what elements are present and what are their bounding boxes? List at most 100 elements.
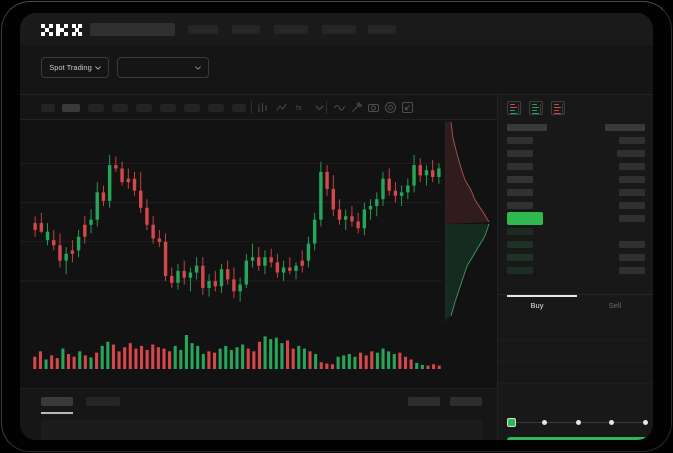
- order-amount-slider[interactable]: [507, 417, 648, 427]
- order-book-icon-bar: [554, 107, 561, 109]
- order-book-last-price-row[interactable]: [498, 212, 653, 225]
- order-book-price-cell: [507, 150, 533, 157]
- timeframe-button-8[interactable]: [208, 104, 224, 112]
- wave-indicator-icon[interactable]: [333, 101, 346, 114]
- slider-stop-100[interactable]: [642, 419, 648, 425]
- order-book-icon-bar: [510, 110, 515, 112]
- order-book-amount-cell: [619, 267, 645, 274]
- toolbar-divider: [326, 101, 327, 114]
- order-book-panel: Buy Sell: [497, 95, 653, 440]
- candlestick-chart-icon[interactable]: [256, 101, 269, 114]
- orderbook-view-both-icon[interactable]: [507, 101, 521, 115]
- order-book-row[interactable]: [498, 186, 653, 199]
- order-book-header-amount: [605, 124, 645, 131]
- chevron-down-icon[interactable]: [313, 101, 326, 114]
- order-amount-field[interactable]: [498, 341, 653, 362]
- order-book-price-cell: [507, 241, 533, 248]
- nav-item-1[interactable]: [188, 25, 218, 34]
- nav-search-input[interactable]: [90, 23, 175, 36]
- order-book-icon-bar: [532, 107, 539, 109]
- tab-sell[interactable]: Sell: [608, 301, 622, 310]
- order-book-row[interactable]: [498, 199, 653, 212]
- order-book-row[interactable]: [498, 238, 653, 251]
- fullscreen-icon[interactable]: [401, 101, 414, 114]
- order-book-icon-divider: [540, 104, 542, 114]
- slider-stop-50[interactable]: [575, 419, 581, 425]
- timeframe-button-4[interactable]: [112, 104, 128, 112]
- order-form-tabs: Buy Sell: [498, 294, 653, 319]
- toolbar-divider: [251, 101, 252, 114]
- nav-item-3[interactable]: [274, 25, 308, 34]
- nav-item-2[interactable]: [232, 25, 260, 34]
- order-book-row[interactable]: [498, 264, 653, 277]
- order-book-icon-divider: [562, 104, 564, 114]
- order-total-field[interactable]: [498, 363, 653, 384]
- footer-action-1[interactable]: [408, 397, 440, 406]
- timeframe-button-2[interactable]: [62, 104, 80, 112]
- timeframe-button-1[interactable]: [41, 104, 55, 112]
- market-type-label: Spot Trading: [49, 63, 92, 72]
- slider-stop-25[interactable]: [542, 419, 547, 425]
- order-book-price-cell: [507, 163, 533, 170]
- order-book-price-cell: [507, 202, 533, 209]
- orders-footer-panel: [20, 388, 497, 440]
- app-screen: Spot Trading fx: [20, 13, 653, 440]
- slider-handle[interactable]: [507, 418, 516, 427]
- order-book-icon-bar: [532, 104, 537, 106]
- candlestick-chart-canvas: [20, 154, 442, 302]
- order-book-icon-bar: [510, 104, 515, 106]
- timeframe-button-3[interactable]: [88, 104, 104, 112]
- order-book-row[interactable]: [498, 173, 653, 186]
- timeframe-button-5[interactable]: [136, 104, 152, 112]
- order-book-row[interactable]: [498, 251, 653, 264]
- orders-table-placeholder: [41, 420, 483, 440]
- price-chart[interactable]: [20, 120, 497, 323]
- footer-active-tab-underline: [41, 412, 73, 414]
- volume-chart: [20, 323, 497, 388]
- chart-toolbar: fx: [20, 95, 497, 120]
- orderbook-view-asks-icon[interactable]: [551, 101, 565, 115]
- order-book-amount-cell: [619, 189, 645, 196]
- order-book-amount-cell: [619, 163, 645, 170]
- order-book-price-cell: [507, 176, 533, 183]
- chevron-down-icon: [195, 66, 201, 70]
- slider-stop-75[interactable]: [609, 419, 614, 425]
- order-form-active-tab-underline: [507, 295, 577, 297]
- order-book-row[interactable]: [498, 147, 653, 160]
- footer-tab-order-history[interactable]: [86, 397, 120, 406]
- market-type-select[interactable]: Spot Trading: [41, 57, 109, 78]
- order-book-row[interactable]: [498, 160, 653, 173]
- footer-action-2[interactable]: [450, 397, 482, 406]
- order-book-row[interactable]: [498, 134, 653, 147]
- order-book-icon-bar: [510, 107, 517, 109]
- order-book-header-row: [498, 121, 653, 134]
- trading-pair-select[interactable]: [117, 57, 209, 78]
- submit-buy-button[interactable]: [507, 437, 647, 440]
- nav-item-5[interactable]: [368, 25, 396, 34]
- okx-logo[interactable]: [41, 24, 82, 36]
- market-depth-overlay: [445, 120, 497, 323]
- order-book-amount-cell: [617, 150, 645, 157]
- footer-tab-open-orders[interactable]: [41, 397, 73, 406]
- chevron-down-icon: [94, 65, 101, 70]
- order-book-amount-cell: [619, 176, 645, 183]
- order-book-amount-cell: [619, 202, 645, 209]
- camera-icon[interactable]: [367, 101, 380, 114]
- depth-chart-canvas: [445, 120, 490, 323]
- order-book-amount-cell: [619, 215, 645, 222]
- line-chart-icon[interactable]: [275, 101, 288, 114]
- order-book-row[interactable]: [498, 225, 653, 238]
- timeframe-button-7[interactable]: [184, 104, 200, 112]
- nav-item-4[interactable]: [322, 25, 356, 34]
- order-book-rows: [498, 121, 653, 277]
- order-book-price-cell: [507, 137, 533, 144]
- tab-buy[interactable]: Buy: [530, 301, 544, 310]
- indicators-icon[interactable]: fx: [294, 101, 307, 114]
- drawing-tools-icon[interactable]: [350, 101, 363, 114]
- order-book-price-cell: [507, 267, 533, 274]
- timeframe-button-9[interactable]: [232, 104, 246, 112]
- timeframe-button-6[interactable]: [160, 104, 176, 112]
- orderbook-view-bids-icon[interactable]: [529, 101, 543, 115]
- settings-icon[interactable]: [384, 101, 397, 114]
- order-price-field[interactable]: [498, 319, 653, 340]
